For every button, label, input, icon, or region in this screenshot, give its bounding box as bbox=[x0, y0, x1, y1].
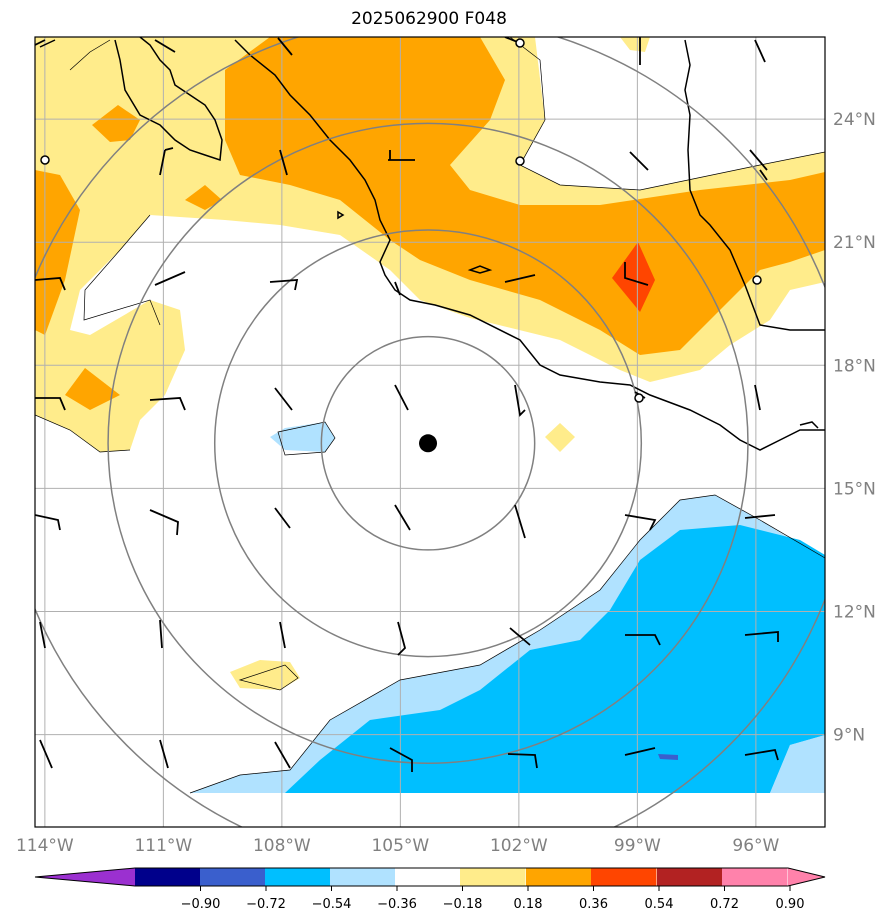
colorbar-extend-low bbox=[35, 868, 135, 886]
coastline-island bbox=[799, 421, 819, 429]
colorbar-tick-label: 0.36 bbox=[579, 897, 608, 912]
station-marker bbox=[40, 155, 50, 165]
colorbar-segment bbox=[591, 868, 657, 886]
range-ring bbox=[213, 229, 643, 658]
anomaly-fill-positive-mid bbox=[92, 105, 140, 142]
wind-barb bbox=[159, 147, 768, 181]
colorbar-segment bbox=[200, 868, 266, 886]
colorbar-segment bbox=[265, 868, 331, 886]
wind-barb bbox=[39, 739, 779, 772]
lat-tick-label: 21°N bbox=[833, 233, 876, 253]
range-ring bbox=[107, 122, 749, 764]
coastline-island bbox=[337, 210, 345, 220]
lon-tick-label: 111°W bbox=[134, 836, 192, 856]
lat-tick-label: 18°N bbox=[833, 356, 876, 376]
lat-tick-label: 15°N bbox=[833, 479, 876, 499]
colorbar-tick-label: −0.72 bbox=[246, 897, 286, 912]
wind-barb bbox=[35, 504, 776, 539]
colorbar-tick-label: 0.72 bbox=[710, 897, 739, 912]
lat-tick-label: 24°N bbox=[833, 110, 876, 130]
colorbar-segment bbox=[657, 868, 723, 886]
colorbar-tick-labels: −0.90 −0.72 −0.54 −0.36 −0.18 0.18 0.36 0.54 0.7… bbox=[181, 886, 805, 912]
anomaly-fill-positive-mid bbox=[65, 368, 120, 410]
anomaly-fill-negative-mid bbox=[285, 525, 825, 793]
station-marker bbox=[752, 275, 762, 285]
contour-lines bbox=[35, 37, 825, 794]
station-markers bbox=[40, 38, 762, 403]
lat-tick-label: 12°N bbox=[833, 603, 876, 623]
range-rings bbox=[35, 37, 825, 827]
map-title: 2025062900 F048 bbox=[351, 9, 507, 29]
colorbar-tick-label: 0.90 bbox=[776, 897, 805, 912]
lat-tick-label: 9°N bbox=[833, 726, 865, 746]
plot-frame bbox=[34, 36, 826, 828]
anomaly-fill-positive-mid bbox=[185, 185, 222, 210]
lon-tick-label: 108°W bbox=[253, 836, 311, 856]
coastline-mainland bbox=[234, 39, 825, 451]
grid-lines bbox=[35, 37, 825, 827]
station-marker bbox=[515, 38, 525, 48]
colorbar-extend-high bbox=[788, 868, 825, 886]
anomaly-fill-negative-low bbox=[270, 422, 335, 452]
colorbar-tick-label: −0.54 bbox=[312, 897, 352, 912]
colorbar-segment bbox=[526, 868, 592, 886]
anomaly-fill-positive-low bbox=[545, 423, 575, 452]
colorbar-segment bbox=[722, 868, 788, 886]
anomaly-fill-positive-mid bbox=[35, 170, 80, 335]
wind-barb bbox=[35, 262, 649, 296]
no-data-area bbox=[35, 794, 825, 827]
wind-barb bbox=[39, 619, 779, 656]
colorbar-segment bbox=[460, 868, 526, 886]
colorbar-tick-label: 0.54 bbox=[645, 897, 674, 912]
colorbar-tick-label: 0.18 bbox=[514, 897, 543, 912]
latitude-tick-labels: 24°N 21°N 18°N 15°N 12°N 9°N bbox=[833, 110, 876, 746]
colorbar-outline bbox=[34, 867, 826, 887]
anomaly-fill-negative-low bbox=[770, 735, 825, 793]
station-marker bbox=[634, 393, 644, 403]
storm-center-marker bbox=[419, 434, 438, 453]
anomaly-fill-layer bbox=[35, 37, 825, 827]
anomaly-fill-negative-high bbox=[658, 754, 678, 760]
colorbar: −0.90 −0.72 −0.54 −0.36 −0.18 0.18 0.36 0.54 0.7… bbox=[34, 867, 826, 912]
wind-barbs bbox=[35, 37, 779, 772]
colorbar-tick-label: −0.18 bbox=[443, 897, 483, 912]
coastline-layer bbox=[39, 37, 825, 451]
anomaly-fill-positive-mid bbox=[225, 37, 825, 355]
lon-tick-label: 114°W bbox=[16, 836, 74, 856]
coastline-gulf-east bbox=[684, 39, 825, 331]
colorbar-tick-label: −0.36 bbox=[377, 897, 417, 912]
anomaly-fill-positive-low bbox=[620, 37, 650, 52]
lon-tick-label: 96°W bbox=[732, 836, 779, 856]
lon-tick-label: 102°W bbox=[490, 836, 548, 856]
anomaly-fill-positive-low bbox=[230, 660, 300, 690]
lon-tick-label: 99°W bbox=[614, 836, 661, 856]
colorbar-segment bbox=[395, 868, 461, 886]
colorbar-segment bbox=[135, 868, 201, 886]
colorbar-tick-label: −0.90 bbox=[181, 897, 221, 912]
wind-barb bbox=[35, 384, 761, 417]
range-ring bbox=[320, 335, 536, 551]
coastline-baja bbox=[39, 37, 223, 162]
coastline-island bbox=[467, 265, 493, 274]
colorbar-segment bbox=[330, 868, 396, 886]
lon-tick-label: 105°W bbox=[371, 836, 429, 856]
anomaly-fill-positive-high bbox=[612, 242, 655, 312]
longitude-tick-labels: 114°W 111°W 108°W 105°W 102°W 99°W 96°W bbox=[16, 836, 780, 856]
wind-barb bbox=[35, 37, 766, 65]
station-marker bbox=[515, 156, 525, 166]
